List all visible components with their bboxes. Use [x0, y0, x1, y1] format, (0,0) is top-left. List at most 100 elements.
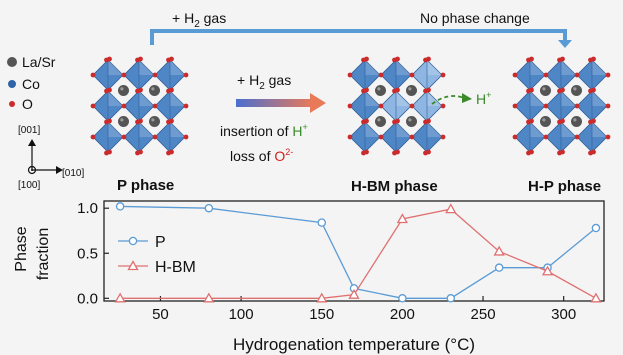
x-tick-label: 50	[152, 306, 169, 323]
oxygen-atom	[591, 56, 596, 62]
oxygen-atom	[574, 103, 580, 109]
data-point-h-bm	[203, 292, 215, 303]
oxygen-atom	[543, 103, 549, 109]
top-gas-label: + H2 gas	[172, 10, 226, 30]
octahedron-facet	[170, 60, 185, 75]
h-bm-phase-label: H-BM phase	[351, 178, 438, 195]
la-sr-atom	[118, 85, 129, 96]
x-tick-label: 300	[551, 306, 576, 323]
x-tick-label: 250	[471, 306, 496, 323]
la-sr-atom	[540, 85, 551, 96]
data-point-h-bm	[493, 245, 505, 256]
crystal-h-p-phase	[512, 56, 611, 156]
chart-frame	[103, 200, 605, 302]
oxygen-atom	[107, 118, 112, 124]
octahedron-facet	[427, 60, 442, 75]
octahedron-facet	[592, 60, 607, 75]
oxygen-atom	[591, 149, 596, 155]
p-phase-label: P phase	[117, 177, 174, 194]
octahedron-facet	[365, 91, 380, 106]
atom-highlight	[408, 118, 412, 122]
series-line-p	[120, 205, 597, 299]
oxygen-atom	[347, 103, 353, 109]
oxygen-atom	[152, 134, 158, 140]
atom-highlight	[377, 118, 381, 122]
octahedron-facet	[170, 122, 185, 137]
octahedron-facet	[592, 122, 607, 137]
data-point-p	[317, 218, 326, 227]
octahedron-facet	[139, 122, 154, 137]
octahedron-facet	[396, 60, 411, 75]
oxygen-atom	[364, 56, 369, 62]
atom-highlight	[151, 118, 155, 122]
oxygen-atom	[591, 87, 596, 93]
x-tick-label: 200	[390, 306, 415, 323]
data-point-p	[591, 223, 601, 233]
data-point-p	[398, 294, 407, 303]
chart-series	[114, 202, 602, 303]
oxygen-atom	[560, 87, 565, 93]
oxygen-atom	[395, 87, 400, 93]
oxygen-atom	[426, 56, 431, 62]
no-phase-change-label: No phase change	[420, 10, 530, 26]
la-sr-atom	[571, 116, 582, 127]
octahedron-facet	[108, 60, 123, 75]
axis-010-label: [010]	[62, 168, 84, 179]
la-sr-atom	[118, 116, 129, 127]
octahedron-facet	[592, 91, 607, 106]
loss-label: loss of O2-	[230, 147, 293, 164]
oxygen-atom	[138, 149, 143, 155]
oxygen-atom	[591, 118, 596, 124]
la-sr-atom	[149, 116, 160, 127]
oxygen-atom	[169, 149, 174, 155]
oxygen-atom	[138, 87, 143, 93]
oxygen-atom	[107, 149, 112, 155]
data-point-h-bm	[348, 288, 360, 299]
oxygen-atom	[378, 134, 384, 140]
data-point-h-bm	[541, 265, 554, 276]
la-sr-atom	[571, 85, 582, 96]
oxygen-atom	[395, 118, 400, 124]
oxygen-atom	[152, 103, 158, 109]
oxygen-atom	[395, 149, 400, 155]
octahedron-facet	[139, 91, 154, 106]
y-tick-label: 0.0	[77, 290, 98, 307]
oxygen-atom	[512, 103, 518, 109]
proton-exit-arrow	[431, 93, 472, 105]
octahedron-facet	[108, 91, 123, 106]
proton-label: H+	[476, 90, 491, 107]
oxygen-atom	[107, 87, 112, 93]
oxygen-atom	[440, 72, 446, 78]
oxygen-atom	[152, 72, 158, 78]
oxygen-atom	[169, 118, 174, 124]
y-tick-label: 1.0	[77, 200, 98, 217]
data-point-p	[204, 203, 214, 213]
crystal-axes-icon: [001] [010] [100]	[18, 125, 84, 191]
octahedron-facet	[530, 60, 545, 75]
la-sr-atom	[540, 116, 551, 127]
oxygen-atom	[574, 72, 580, 78]
oxygen-atom	[121, 72, 127, 78]
la-sr-atom	[375, 116, 386, 127]
la-sr-dot	[7, 57, 17, 67]
oxygen-atom	[529, 118, 534, 124]
axis-001-label: [001]	[18, 125, 40, 136]
data-point-h-bm	[316, 292, 328, 303]
octahedron-facet	[396, 91, 411, 106]
oxygen-atom	[364, 118, 369, 124]
legend-marker-circle	[128, 236, 138, 246]
oxygen-atom	[121, 134, 127, 140]
oxygen-atom	[605, 103, 611, 109]
la-sr-atom	[406, 116, 417, 127]
oxygen-atom	[347, 72, 353, 78]
oxygen-atom	[347, 134, 353, 140]
oxygen-atom	[440, 134, 446, 140]
oxygen-atom	[529, 87, 534, 93]
oxygen-atom	[605, 134, 611, 140]
octahedron-facet	[427, 91, 442, 106]
oxygen-atom	[378, 103, 384, 109]
oxygen-atom	[90, 72, 96, 78]
series-line-h-bm	[120, 208, 597, 299]
legend-label-p: P	[155, 234, 166, 251]
o-dot	[9, 101, 15, 107]
